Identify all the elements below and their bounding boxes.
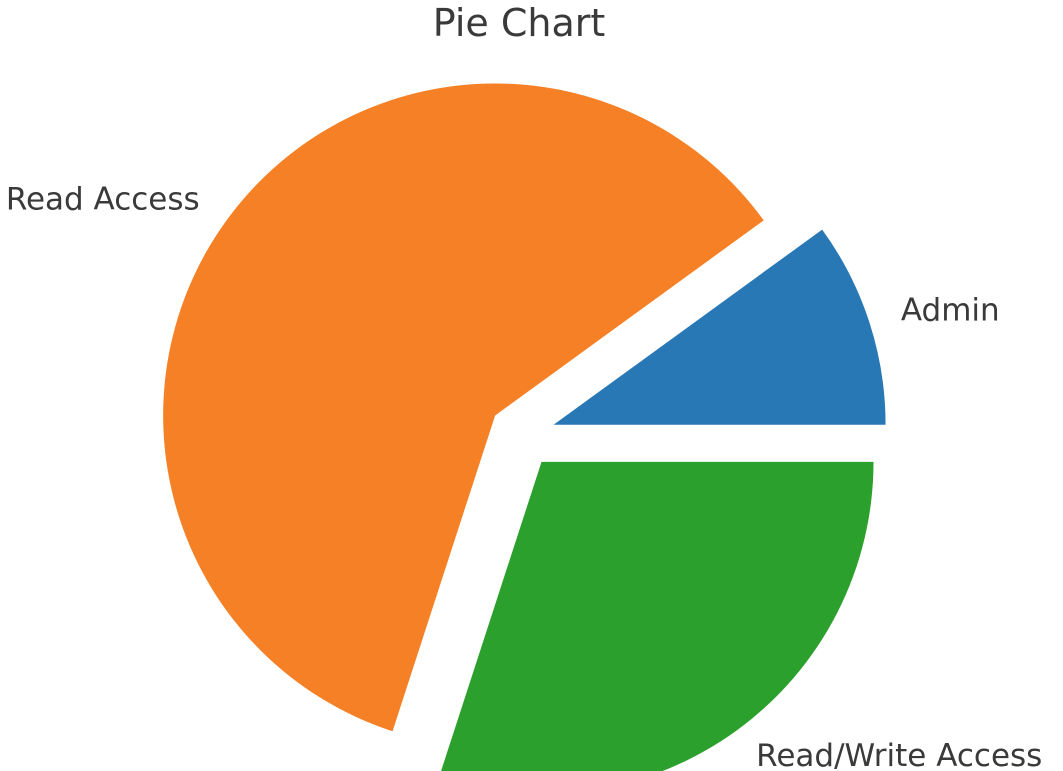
slice-label-read-access: Read Access xyxy=(6,181,200,217)
slice-label-read-write-access: Read/Write Access xyxy=(756,738,1042,771)
pie-slices xyxy=(163,83,886,771)
slice-label-admin: Admin xyxy=(901,292,1000,328)
pie-slice-read-access xyxy=(163,83,764,732)
pie-slice-admin xyxy=(553,229,886,425)
chart-title: Pie Chart xyxy=(433,1,606,45)
slice-labels: Admin Read Access Read/Write Access xyxy=(6,181,1043,771)
pie-slice-read-write-access xyxy=(441,461,874,771)
